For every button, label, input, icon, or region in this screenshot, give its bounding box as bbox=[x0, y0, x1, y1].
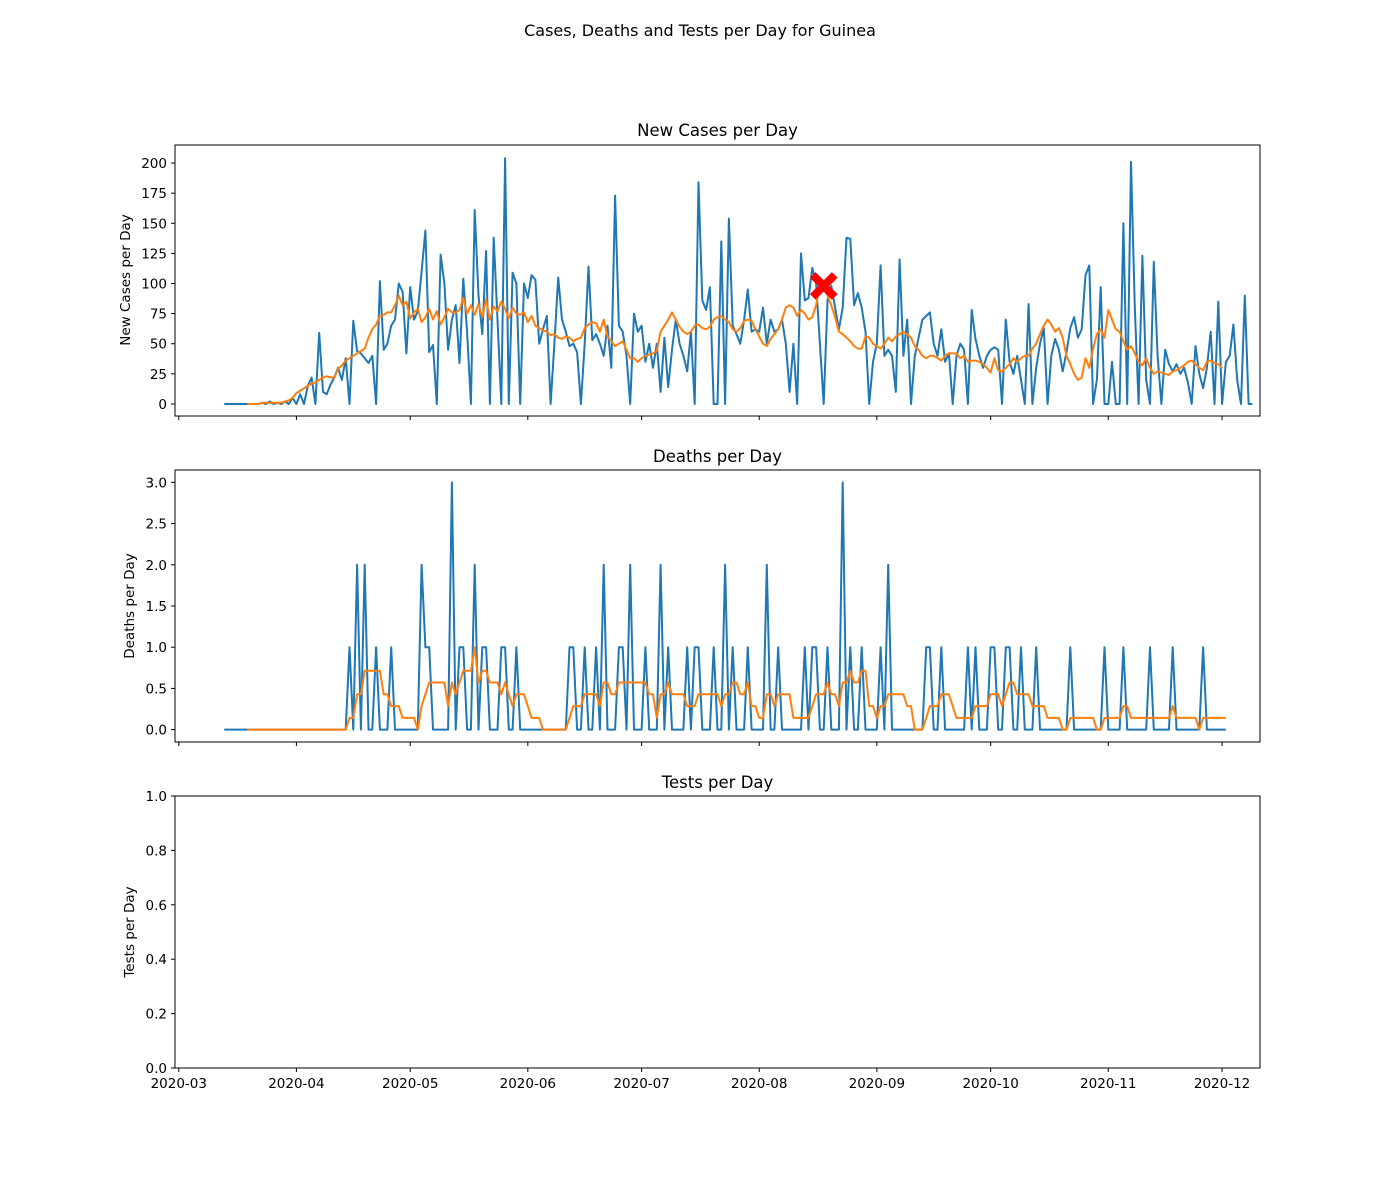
y-tick-label: 100 bbox=[141, 277, 167, 293]
x-tick-label: 2020-10 bbox=[962, 1076, 1018, 1092]
tests-y-axis-label: Tests per Day bbox=[122, 886, 138, 978]
y-tick-label: 175 bbox=[141, 186, 167, 202]
cases-plot-area: 0 25 50 75 100 125 150 175 200 bbox=[141, 144, 1261, 420]
tests-plot-area: 0.0 0.2 0.4 0.6 0.8 1.0 2020-03 2020-04 2020-05 2… bbox=[146, 789, 1261, 1092]
cases-y-axis-label: New Cases per Day bbox=[118, 214, 134, 345]
deaths-y-axis-label: Deaths per Day bbox=[122, 553, 138, 659]
y-tick-label: 50 bbox=[150, 337, 167, 353]
axes-frame bbox=[174, 469, 1261, 743]
y-tick-label: 0.0 bbox=[146, 723, 167, 739]
y-tick-label: 200 bbox=[141, 156, 167, 172]
x-tick-label: 2020-05 bbox=[382, 1076, 438, 1092]
y-tick-label: 0 bbox=[158, 397, 167, 413]
y-tick-label: 25 bbox=[150, 367, 167, 383]
x-tick-label: 2020-06 bbox=[500, 1076, 556, 1092]
y-tick-label: 2.0 bbox=[146, 558, 167, 574]
x-tick-label: 2020-03 bbox=[151, 1076, 207, 1092]
axes-frame bbox=[174, 795, 1261, 1069]
deaths-panel-title: Deaths per Day bbox=[653, 447, 782, 466]
deaths-daily-series bbox=[224, 481, 1226, 731]
x-tick-label: 2020-04 bbox=[268, 1076, 324, 1092]
y-tick-label: 150 bbox=[141, 216, 167, 232]
y-tick-label: 75 bbox=[150, 307, 167, 323]
deaths-plot-area: 0.0 0.5 1.0 1.5 2.0 2.5 3.0 bbox=[146, 469, 1261, 746]
x-tick-label: 2020-12 bbox=[1194, 1076, 1250, 1092]
y-tick-label: 1.0 bbox=[146, 789, 167, 805]
x-tick-label: 2020-11 bbox=[1080, 1076, 1136, 1092]
axes-frame bbox=[174, 144, 1261, 417]
y-tick-label: 0.6 bbox=[146, 898, 167, 914]
y-tick-label: 1.0 bbox=[146, 640, 167, 656]
y-tick-label: 0.5 bbox=[146, 681, 167, 697]
highlight-x-marker bbox=[809, 272, 838, 300]
tests-panel-title: Tests per Day bbox=[661, 773, 774, 792]
x-tick-label: 2020-08 bbox=[731, 1076, 787, 1092]
y-tick-label: 0.8 bbox=[146, 843, 167, 859]
cases-panel-title: New Cases per Day bbox=[637, 121, 798, 140]
y-tick-label: 2.5 bbox=[146, 517, 167, 533]
deaths-7day-average-series bbox=[247, 646, 1226, 731]
x-tick-label: 2020-07 bbox=[613, 1076, 669, 1092]
cases-7day-average-series bbox=[247, 282, 1223, 405]
cases-panel: New Cases per Day New Cases per Day 0 25 5… bbox=[118, 121, 1261, 420]
y-tick-label: 0.4 bbox=[146, 952, 167, 968]
y-tick-label: 125 bbox=[141, 246, 167, 262]
deaths-panel: Deaths per Day Deaths per Day 0.0 0.5 1.0 1… bbox=[122, 447, 1261, 746]
figure-title: Cases, Deaths and Tests per Day for Guin… bbox=[524, 21, 876, 40]
tests-panel: Tests per Day Tests per Day 0.0 0.2 0.4 0.6… bbox=[122, 773, 1261, 1092]
y-tick-label: 1.5 bbox=[146, 599, 167, 615]
y-tick-label: 0.0 bbox=[146, 1061, 167, 1077]
x-tick-label: 2020-09 bbox=[849, 1076, 905, 1092]
cases-daily-series bbox=[224, 157, 1253, 405]
y-tick-label: 3.0 bbox=[146, 475, 167, 491]
y-tick-label: 0.2 bbox=[146, 1007, 167, 1023]
